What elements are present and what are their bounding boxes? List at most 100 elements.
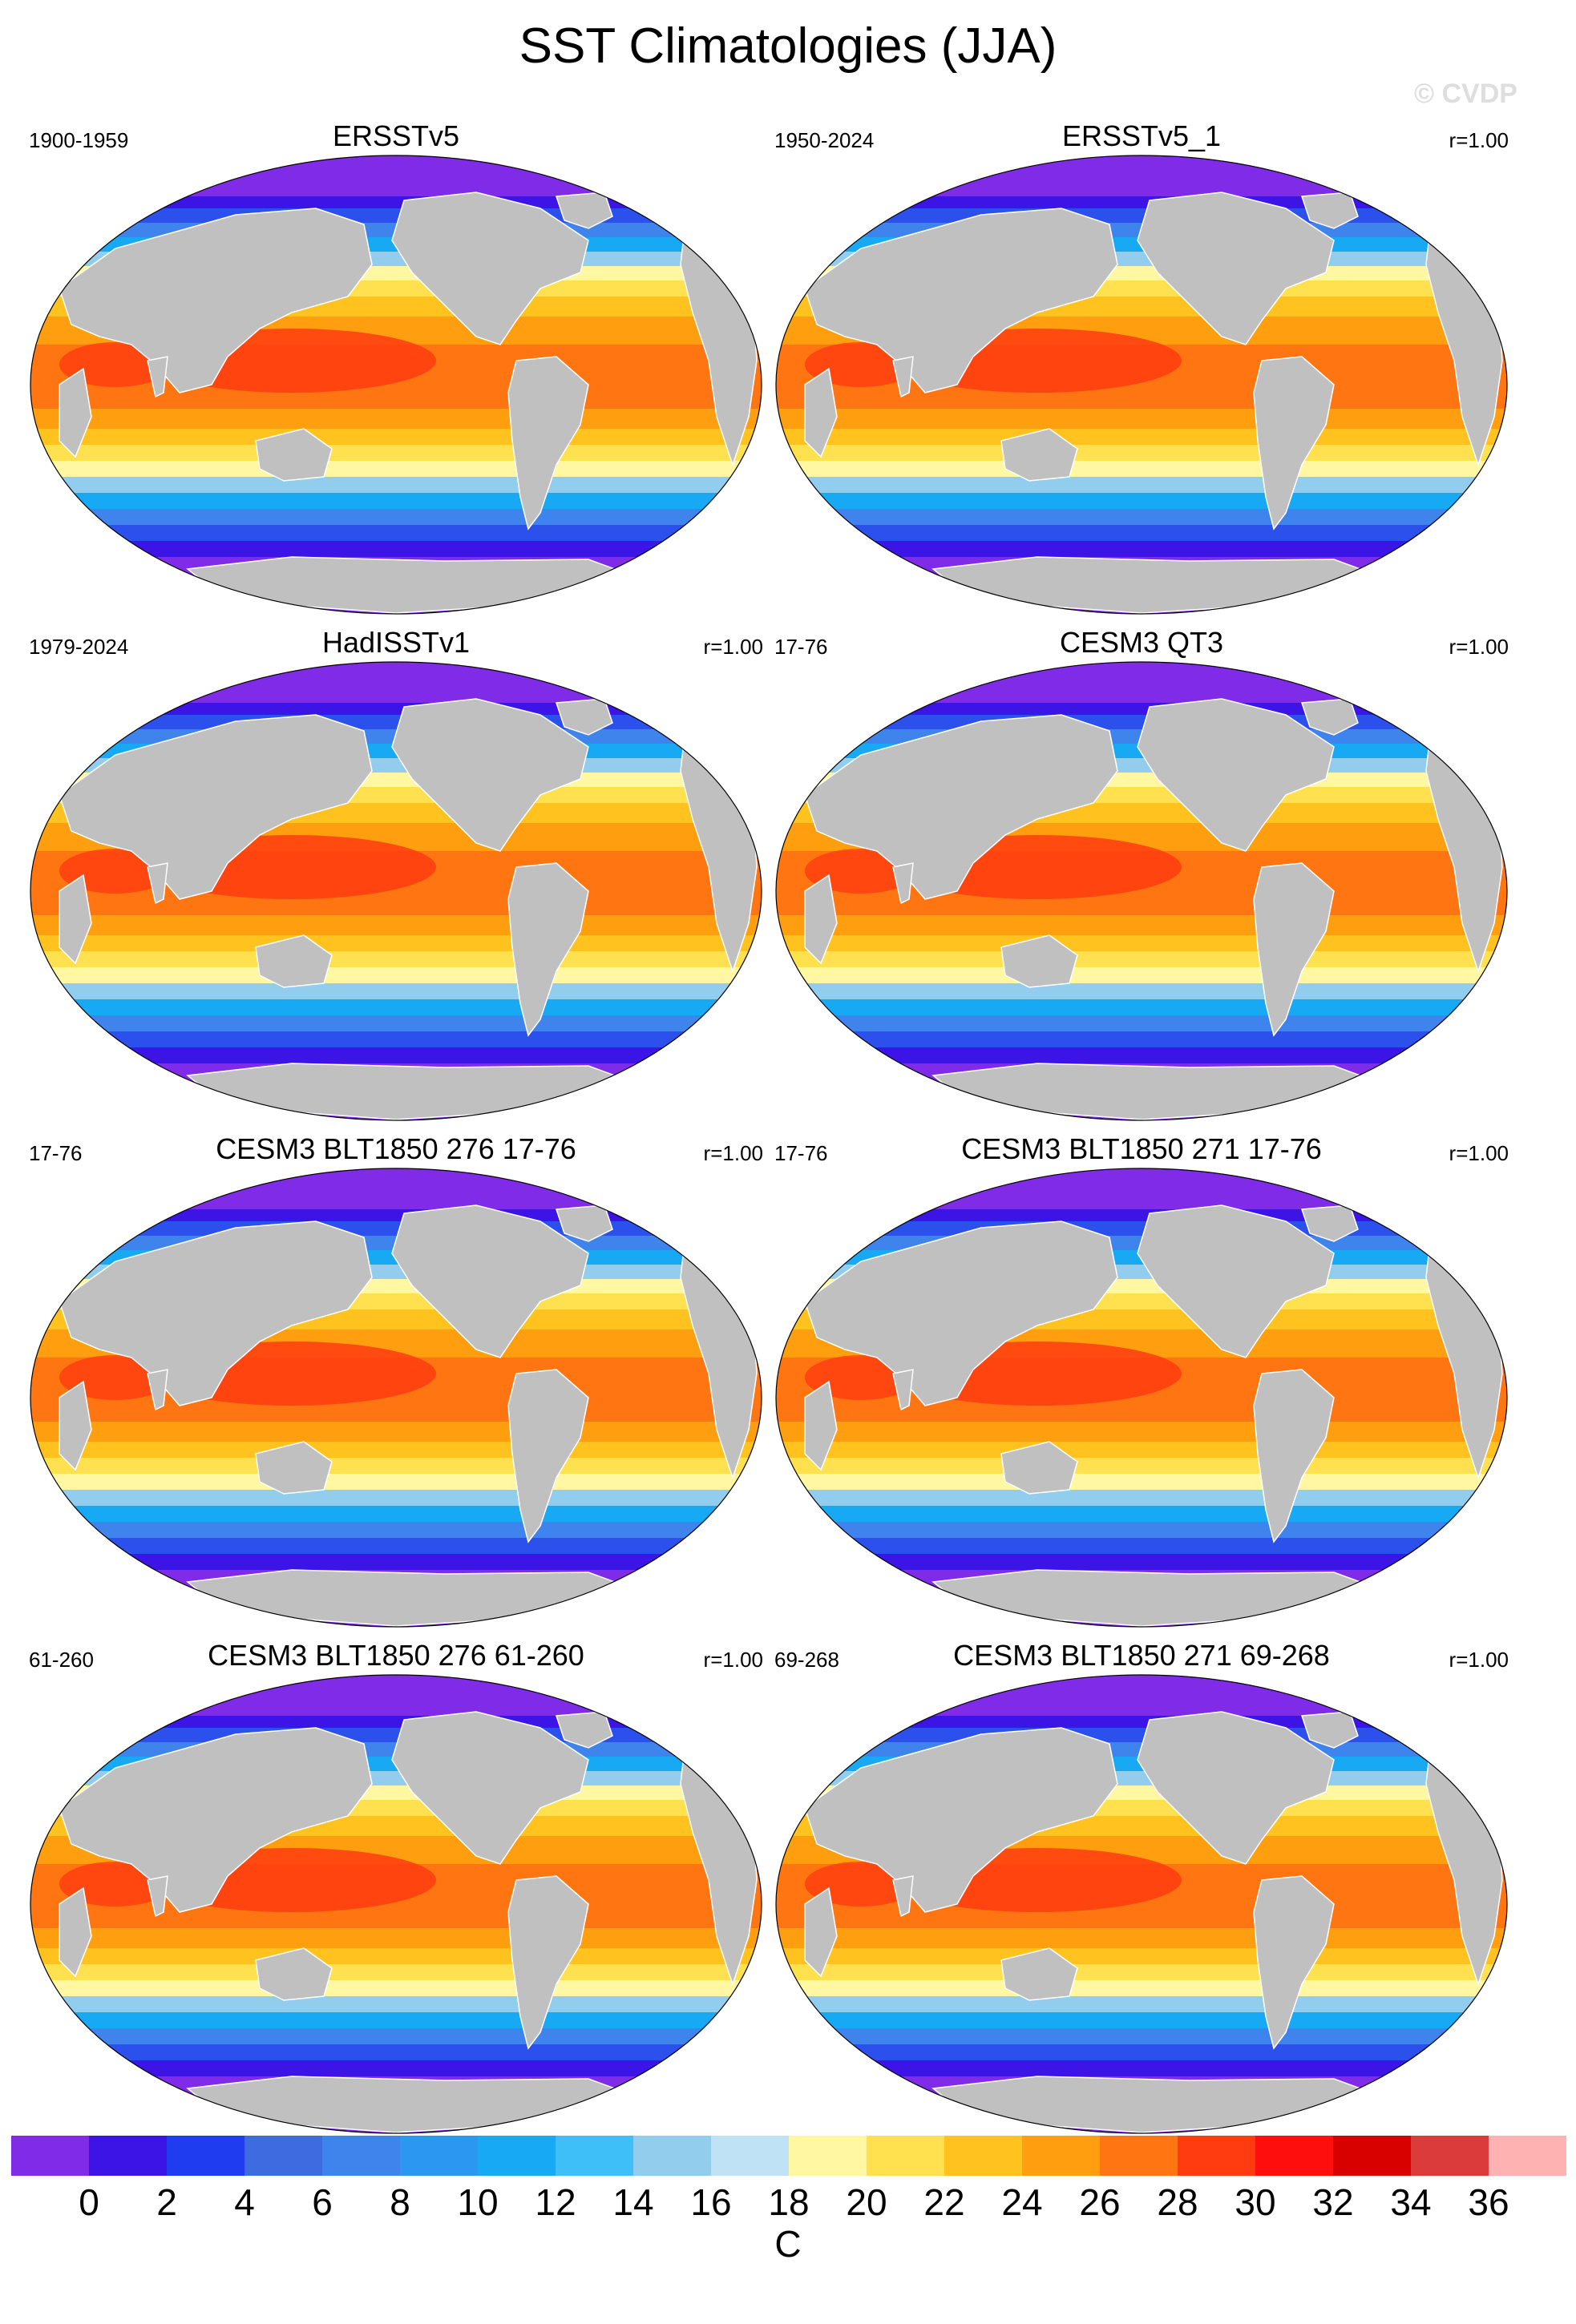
map-border [775,1168,1508,1628]
sst-band [30,1928,762,1948]
land-north-america [1137,1204,1335,1358]
map-border [775,155,1508,615]
land-africa-west [59,1380,92,1471]
land-south-america [507,1369,589,1543]
land-south-america [1253,356,1335,531]
panel-title: ERSSTv5_1 [1061,119,1222,152]
sst-band [30,1031,762,1047]
sst-band [30,477,762,493]
sst-band [30,1422,762,1442]
sst-band [776,1554,1507,1570]
map-border [30,1168,762,1628]
sst-band [30,1554,762,1570]
land-north-america [1137,698,1335,852]
land-africa-west [804,1380,838,1471]
colorbar-swatch [1411,2136,1489,2176]
sst-map [30,1674,762,2134]
land-antarctica [931,1063,1384,1120]
land-eurasia [804,714,1118,900]
sst-band [30,2060,762,2076]
land-antarctica [186,1063,638,1120]
sst-band [776,461,1507,477]
land-australia [255,934,333,988]
map-border [30,1674,762,2134]
colorbar-tick-label: 24 [1001,2181,1043,2223]
sst-band [30,1442,762,1458]
sst-band [776,445,1507,461]
land-north-america [391,1711,589,1865]
sst-band [776,1047,1507,1063]
colorbar-swatch [556,2136,634,2176]
sst-band [30,915,762,935]
land-india [147,862,168,905]
sst-band [30,1716,762,1728]
land-australia [255,1947,333,2001]
panel-correlation: r=1.00 [703,635,763,659]
land-north-america [1137,1711,1335,1865]
map-panel: CESM3 BLT1850 271 69-268 69-268 r=1.00 [773,1640,1510,2136]
sst-band [776,715,1507,729]
sst-band [776,1422,1507,1442]
colorbar-tick-label: 34 [1390,2181,1432,2223]
colorbar-tick-label: 0 [79,2181,99,2223]
sst-band [776,999,1507,1015]
sst-band [30,1015,762,1031]
panel-correlation: r=1.00 [703,1648,763,1672]
sst-band [776,477,1507,493]
land-south-america [507,356,589,531]
colorbar-swatch [244,2136,323,2176]
sst-band [30,967,762,983]
sst-band [30,1168,762,1209]
colorbar-swatch [711,2136,790,2176]
sst-band [30,409,762,429]
map-panel: CESM3 QT3 17-76 r=1.00 [773,627,1510,1124]
sst-band [776,703,1507,715]
colorbar-tick-label: 26 [1079,2181,1121,2223]
sst-band [776,429,1507,445]
land-eurasia [804,1221,1118,1406]
sst-band [776,1015,1507,1031]
colorbar-swatch [11,2136,90,2176]
colorbar-unit: C [774,2223,802,2265]
colorbar-tick-label: 36 [1468,2181,1509,2223]
sst-band [30,999,762,1015]
land-india [147,356,168,398]
sst-map [30,155,762,615]
panel-correlation: r=1.00 [1449,635,1509,659]
land-india [892,1369,914,1411]
sst-band [776,1980,1507,1996]
sst-band [776,1474,1507,1490]
sst-band [776,1716,1507,1728]
colorbar [11,2136,1566,2176]
land-australia [255,1441,333,1495]
land-africa-west [59,1886,92,1978]
land-australia [1000,1947,1078,2001]
panel-correlation: r=1.00 [1449,128,1509,152]
sst-band [30,703,762,715]
land-south-america [1253,862,1335,1037]
land-south-america [1253,1875,1335,2050]
sst-band [30,1675,762,1716]
sst-band [776,208,1507,223]
sst-band [30,662,762,703]
panel-title: CESM3 BLT1850 271 69-268 [953,1639,1330,1672]
sst-band [776,1522,1507,1538]
colorbar-tick-label: 30 [1235,2181,1276,2223]
sst-band [30,525,762,541]
land-north-america [391,698,589,852]
sst-band [30,461,762,477]
sst-band [30,429,762,445]
colorbar-swatch [1333,2136,1412,2176]
land-india [892,356,914,398]
land-antarctica [931,556,1384,614]
sst-band [30,1506,762,1522]
colorbar-tick-label: 12 [535,2181,576,2223]
panel-title: HadISSTv1 [321,626,471,659]
sst-band [30,1948,762,1964]
sst-band [30,1728,762,1742]
sst-band [776,1490,1507,1506]
colorbar-tick-label: 14 [612,2181,654,2223]
land-south-america [507,862,589,1037]
land-eurasia [59,1727,373,1913]
sst-band [776,509,1507,525]
